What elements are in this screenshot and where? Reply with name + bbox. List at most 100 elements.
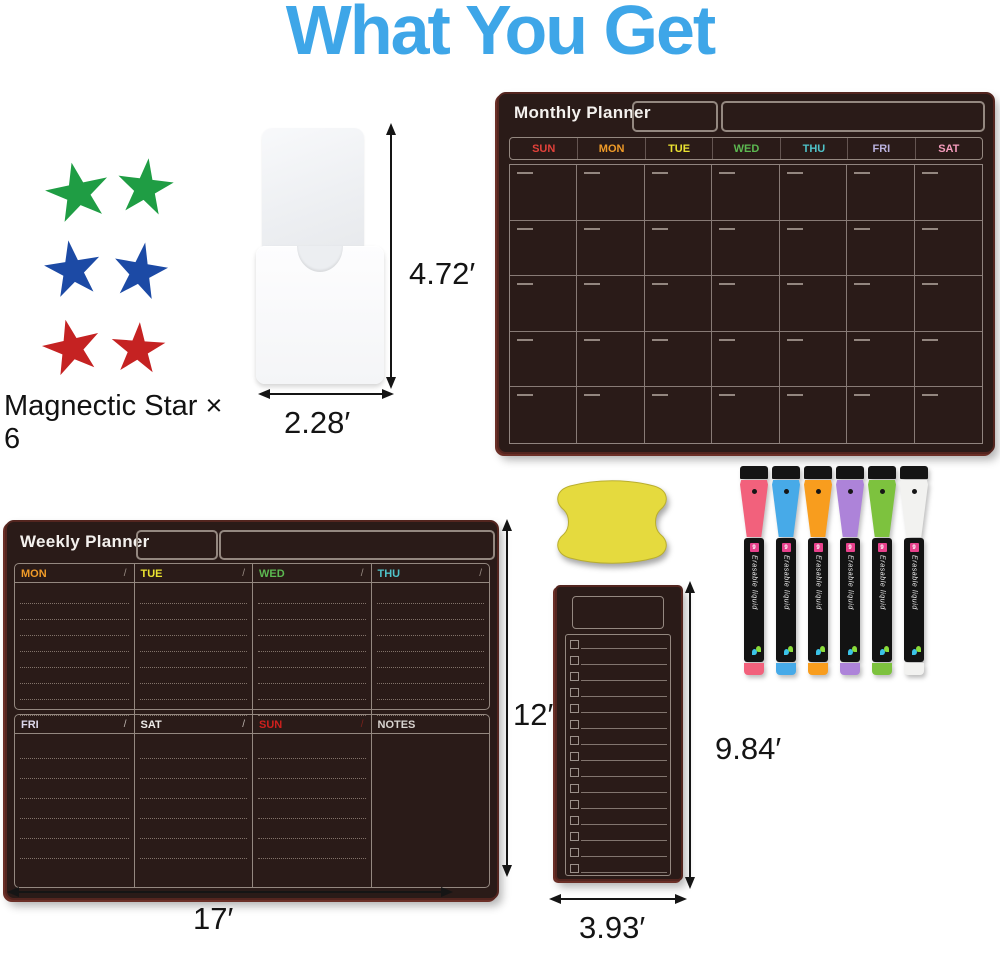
ruled-line	[139, 799, 247, 819]
day-label: THU	[377, 567, 401, 580]
marker-end-cap	[808, 663, 828, 675]
checklist-row	[566, 699, 670, 715]
date-line	[517, 172, 533, 174]
weekly-column-header: FRI /	[15, 715, 134, 734]
marker-cap-eraser-top	[836, 466, 864, 479]
date-line	[786, 172, 803, 174]
weekly-column-body	[253, 734, 371, 859]
magnetic-star	[40, 236, 107, 304]
holder-width-label: 2.28′	[284, 405, 351, 440]
monthly-cell	[779, 276, 848, 332]
weekly-column-body	[253, 583, 371, 716]
magnet-star-label: Magnectic Star × 6	[4, 390, 223, 455]
day-label: WED	[259, 567, 285, 580]
marker-cap	[740, 480, 768, 537]
checklist-line	[581, 664, 667, 665]
monthly-day-sun: SUN	[532, 142, 556, 155]
ruled-line	[20, 588, 129, 604]
list-height-arrow	[684, 581, 695, 889]
monthly-cell	[577, 331, 645, 388]
monthly-cell	[779, 220, 848, 277]
ruled-line	[139, 588, 247, 604]
date-line	[921, 338, 938, 341]
marker-body-text: Erasable liquid	[782, 555, 790, 610]
monthly-cell	[914, 165, 982, 221]
checklist-row	[566, 683, 670, 699]
checklist-row	[566, 827, 670, 843]
ruled-line	[20, 684, 129, 700]
brand-logo-icon: 9	[909, 543, 919, 552]
brand-logo-icon: 9	[845, 543, 855, 552]
checklist	[565, 634, 671, 876]
date-line	[786, 394, 803, 397]
brand-logo-icon: 9	[813, 543, 823, 552]
checkbox-cell	[570, 656, 579, 665]
weekly-planner-board: Weekly Planner MON / TUE / WED / THU / FRI / SAT /…	[5, 520, 499, 900]
magnetic-star	[39, 156, 116, 230]
date-line	[584, 338, 601, 341]
checklist-line	[581, 760, 667, 761]
monthly-day-mon: MON	[577, 138, 644, 159]
ruled-line	[139, 636, 247, 652]
weekly-column-wed: WED /	[252, 564, 371, 716]
droplet-icon	[847, 646, 857, 655]
day-label: FRI	[21, 718, 39, 731]
date-line	[854, 338, 871, 341]
day-label: TUE	[140, 567, 163, 580]
monthly-cell	[510, 331, 578, 388]
checkbox-cell	[570, 784, 579, 793]
checklist-line	[581, 776, 667, 777]
checkbox-cell	[570, 832, 579, 841]
checklist-line	[581, 744, 667, 745]
ruled-line	[258, 759, 366, 779]
monthly-cell	[712, 165, 780, 221]
ruled-line	[376, 588, 484, 604]
ruled-line	[139, 759, 247, 779]
date-line	[651, 227, 668, 230]
list-height-label: 9.84′	[715, 731, 782, 766]
ruled-line	[376, 668, 484, 684]
ruled-line	[20, 604, 129, 620]
date-slash: /	[123, 568, 127, 579]
checkbox-cell	[570, 864, 579, 873]
checklist-row	[566, 715, 670, 731]
marker-cap	[772, 480, 800, 537]
checklist-row	[566, 651, 670, 667]
marker-body-text: Erasable liquid	[750, 555, 758, 610]
weekly-bottom-section: FRI / SAT / SUN / NOTES	[14, 714, 490, 888]
ruled-line	[20, 652, 129, 668]
ruled-line	[258, 819, 366, 839]
marker-end-cap	[776, 663, 796, 675]
checkbox-cell	[570, 768, 579, 777]
list-board	[555, 585, 683, 881]
checkbox-cell	[570, 720, 579, 729]
day-label: MON	[21, 567, 47, 580]
list-width-label: 3.93′	[579, 910, 646, 945]
checklist-line	[581, 808, 667, 809]
weekly-top-section: MON / TUE / WED / THU /	[14, 563, 490, 716]
weekly-column-thu: THU /	[370, 564, 489, 716]
marker-body: 9 Erasable liquid	[776, 538, 796, 662]
monthly-cell	[847, 387, 915, 443]
date-line	[921, 172, 938, 174]
monthly-cell	[914, 332, 982, 388]
droplet-icon	[911, 646, 921, 655]
date-line	[719, 227, 736, 230]
weekly-width-label: 17′	[193, 901, 234, 936]
ruled-line	[20, 739, 129, 759]
weekly-column-header: SAT /	[134, 715, 252, 734]
checklist-line	[581, 680, 667, 681]
date-line	[921, 394, 938, 397]
marker-end-cap	[840, 663, 860, 675]
marker-cap	[900, 480, 928, 537]
monthly-day-sat: SAT	[914, 138, 982, 159]
monthly-day-thu: THU	[779, 138, 847, 159]
monthly-header-box-small	[632, 101, 718, 132]
ruled-line	[376, 604, 484, 620]
ruled-line	[258, 620, 366, 636]
monthly-planner-title: Monthly Planner	[514, 103, 651, 122]
ruled-line	[139, 779, 247, 799]
ruled-line	[258, 779, 366, 799]
droplet-icon	[815, 646, 825, 655]
monthly-cell	[847, 165, 915, 221]
